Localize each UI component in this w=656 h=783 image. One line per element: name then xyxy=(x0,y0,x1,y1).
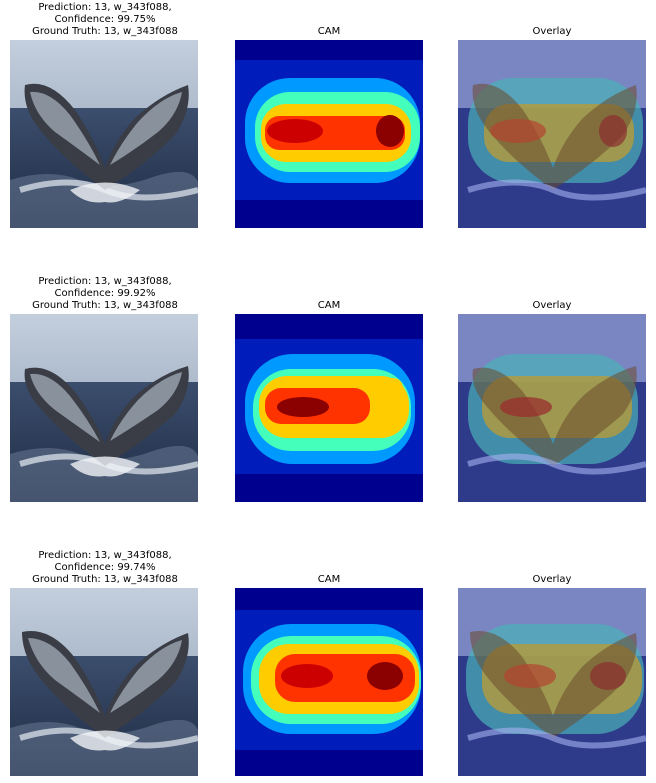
confidence-text: Confidence: 99.74% xyxy=(54,562,156,573)
ground-truth-text: Ground Truth: 13, w_343f088 xyxy=(32,300,178,311)
prediction-caption: Prediction: 13, w_343f088, Confidence: 9… xyxy=(10,276,200,312)
overlay-title: Overlay xyxy=(532,574,572,585)
prediction-text: Prediction: 13, w_343f088, xyxy=(38,550,172,561)
ground-truth-text: Ground Truth: 13, w_343f088 xyxy=(32,26,178,37)
whale-tail-photo xyxy=(10,314,198,502)
overlay-image xyxy=(458,314,646,502)
cam-title: CAM xyxy=(317,574,341,585)
overlay-image xyxy=(458,588,646,776)
cam-title: CAM xyxy=(317,26,341,37)
whale-tail-photo xyxy=(10,40,198,228)
result-row-1: Prediction: 13, w_343f088, Confidence: 9… xyxy=(0,2,656,234)
ground-truth-text: Ground Truth: 13, w_343f088 xyxy=(32,574,178,585)
overlay-title: Overlay xyxy=(532,26,572,37)
result-row-2: Prediction: 13, w_343f088, Confidence: 9… xyxy=(0,276,656,508)
cam-heatmap xyxy=(235,40,423,228)
confidence-text: Confidence: 99.92% xyxy=(54,288,156,299)
cam-title: CAM xyxy=(317,300,341,311)
cam-heatmap xyxy=(235,314,423,502)
whale-tail-photo xyxy=(10,588,198,776)
prediction-caption: Prediction: 13, w_343f088, Confidence: 9… xyxy=(10,2,200,38)
result-row-3: Prediction: 13, w_343f088, Confidence: 9… xyxy=(0,550,656,782)
overlay-title: Overlay xyxy=(532,300,572,311)
overlay-image xyxy=(458,40,646,228)
prediction-caption: Prediction: 13, w_343f088, Confidence: 9… xyxy=(10,550,200,586)
prediction-text: Prediction: 13, w_343f088, xyxy=(38,276,172,287)
cam-heatmap xyxy=(235,588,423,776)
prediction-text: Prediction: 13, w_343f088, xyxy=(38,2,172,13)
confidence-text: Confidence: 99.75% xyxy=(54,14,156,25)
